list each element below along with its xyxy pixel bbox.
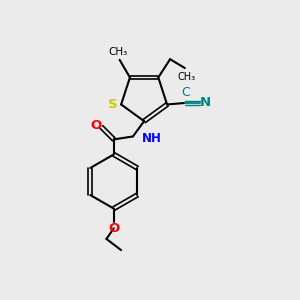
Text: O: O: [91, 119, 102, 132]
Text: C: C: [181, 85, 190, 99]
Text: CH₃: CH₃: [177, 73, 195, 82]
Text: NH: NH: [142, 132, 162, 145]
Text: CH₃: CH₃: [109, 47, 128, 57]
Text: S: S: [108, 98, 118, 111]
Text: O: O: [108, 222, 119, 236]
Text: N: N: [200, 97, 211, 110]
